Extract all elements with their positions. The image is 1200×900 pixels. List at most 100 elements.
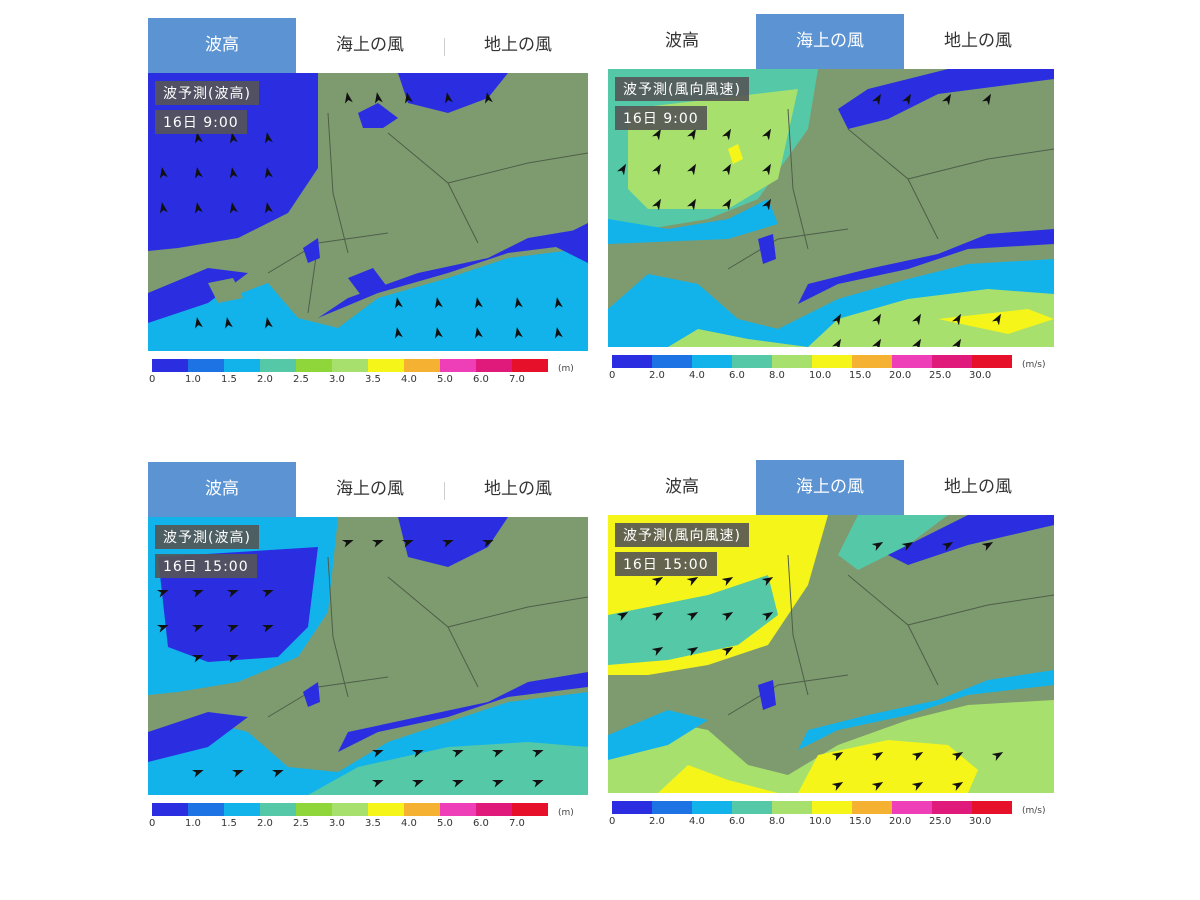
tab-bar: 波高 海上の風 地上の風 [608, 14, 1068, 69]
tab-land-wind[interactable]: 地上の風 [484, 35, 552, 55]
legend-swatch [188, 359, 224, 372]
legend-tick-label: 25.0 [929, 816, 952, 827]
legend-swatch [732, 355, 772, 368]
arrowhead-icon [231, 769, 244, 778]
arrowhead-icon [226, 589, 239, 598]
arrowhead-icon [371, 539, 384, 548]
legend-tick-label: 1.5 [221, 818, 237, 829]
legend-swatch [652, 801, 692, 814]
map-time-label: 16日 9:00 [155, 110, 247, 134]
arrowhead-icon [531, 749, 544, 758]
arrowhead-icon [491, 779, 504, 788]
legend-tick-label: 8.0 [769, 370, 785, 381]
arrowhead-icon [872, 338, 881, 347]
legend-swatch [612, 801, 652, 814]
arrowhead-icon [652, 128, 661, 141]
legend-unit: (m/s) [1022, 360, 1046, 370]
arrowhead-icon [271, 769, 284, 778]
legend-tick-label: 2.0 [649, 816, 665, 827]
tab-land-wind[interactable]: 地上の風 [944, 477, 1012, 497]
wind-map: 波予測(風向風速) 16日 9:00 [608, 69, 1054, 347]
tab-land-wind[interactable]: 地上の風 [484, 479, 552, 499]
wind-map: 波予測(風向風速) 16日 15:00 [608, 515, 1054, 793]
arrowhead-icon [762, 163, 771, 176]
tab-sea-wind[interactable]: 海上の風 [336, 479, 404, 499]
legend-tick-label: 25.0 [929, 370, 952, 381]
legend-color-bar [612, 801, 1012, 814]
arrowhead-icon [394, 327, 403, 339]
arrowhead-icon [374, 92, 383, 104]
legend-tick-label: 6.0 [473, 818, 489, 829]
arrowhead-icon [942, 93, 951, 106]
legend-tick-label: 6.0 [729, 816, 745, 827]
legend-unit: (m) [558, 808, 574, 818]
tab-land-wind[interactable]: 地上の風 [944, 31, 1012, 51]
map-graphic [608, 69, 1054, 347]
legend-wind-speed: 0 2.0 4.0 6.0 8.0 10.0 15.0 20.0 25.0 30.0 (m/s) [609, 355, 1062, 385]
tab-sea-wind[interactable]: 海上の風 [756, 460, 904, 515]
arrowhead-icon [872, 93, 881, 106]
tab-bar: 波高 海上の風 地上の風 [148, 18, 608, 73]
arrowhead-icon [901, 542, 914, 551]
legend-tick-label: 0 [149, 374, 156, 385]
wave-map: 波予測(波高) 16日 9:00 [148, 73, 588, 351]
arrowhead-icon [651, 612, 664, 621]
legend-tick-label: 0 [609, 816, 616, 827]
arrowhead-icon [722, 163, 731, 176]
map-time-label: 16日 9:00 [615, 106, 707, 130]
tab-wave-height[interactable]: 波高 [665, 477, 699, 497]
legend-tick-label: 4.0 [689, 816, 705, 827]
map-title-label: 波予測(風向風速) [615, 523, 749, 547]
arrowhead-icon [652, 163, 661, 176]
arrowhead-icon [474, 327, 483, 339]
arrowhead-icon [951, 752, 964, 761]
legend-tick-label: 20.0 [889, 370, 912, 381]
arrowhead-icon [226, 624, 239, 633]
arrowhead-icon [762, 198, 771, 211]
legend-swatch [852, 801, 892, 814]
tab-wave-height[interactable]: 波高 [148, 18, 296, 73]
arrowhead-icon [912, 313, 921, 326]
legend-tick-label: 1.5 [221, 374, 237, 385]
arrowhead-icon [264, 132, 273, 144]
arrowhead-icon [261, 589, 274, 598]
map-title-label: 波予測(波高) [155, 81, 259, 105]
tab-wave-height[interactable]: 波高 [665, 31, 699, 51]
arrowhead-icon [981, 542, 994, 551]
legend-swatch [332, 359, 368, 372]
arrowhead-icon [832, 313, 841, 326]
legend-color-bar [152, 359, 548, 372]
arrowhead-icon [554, 327, 563, 339]
arrowhead-icon [554, 297, 563, 309]
arrowhead-icon [194, 132, 203, 144]
legend-swatch [652, 355, 692, 368]
arrowhead-icon [444, 92, 453, 104]
arrowhead-icon [722, 128, 731, 141]
arrowhead-icon [514, 327, 523, 339]
tab-sea-wind[interactable]: 海上の風 [756, 14, 904, 69]
legend-tick-label: 1.0 [185, 818, 201, 829]
legend-wave-height: 0 1.0 1.5 2.0 2.5 3.0 3.5 4.0 5.0 6.0 7.0 (m) [149, 803, 602, 833]
legend-tick-label: 7.0 [509, 818, 525, 829]
map-title-label: 波予測(波高) [155, 525, 259, 549]
arrowhead-icon [404, 92, 413, 104]
arrowhead-icon [229, 132, 238, 144]
tab-sea-wind[interactable]: 海上の風 [336, 35, 404, 55]
legend-swatch [692, 355, 732, 368]
arrowhead-icon [912, 338, 921, 347]
legend-swatch [152, 359, 188, 372]
legend-tick-label: 7.0 [509, 374, 525, 385]
legend-tick-label: 3.0 [329, 374, 345, 385]
arrowhead-icon [159, 202, 168, 214]
legend-swatch [404, 803, 440, 816]
arrowhead-icon [229, 167, 238, 179]
arrowhead-icon [194, 317, 203, 329]
legend-swatch [972, 801, 1012, 814]
arrowhead-icon [762, 128, 771, 141]
tab-wave-height[interactable]: 波高 [148, 462, 296, 517]
legend-color-bar [612, 355, 1012, 368]
legend-swatch [512, 359, 548, 372]
arrowhead-icon [721, 647, 734, 656]
legend-tick-label: 30.0 [969, 816, 992, 827]
legend-tick-label: 5.0 [437, 818, 453, 829]
